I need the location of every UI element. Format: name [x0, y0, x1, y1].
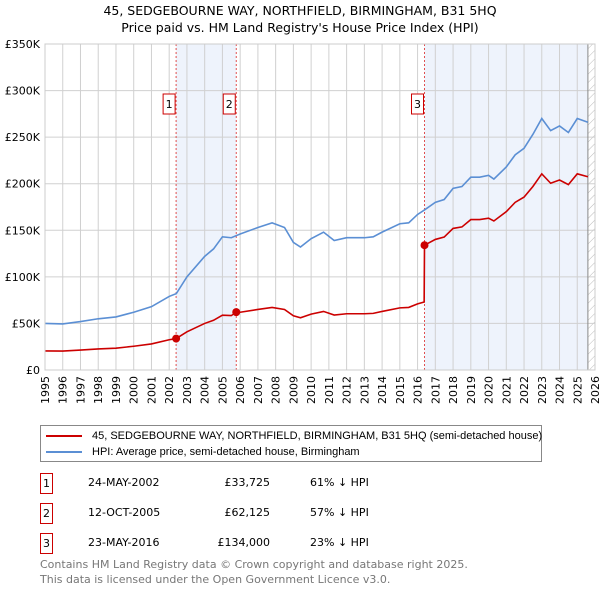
x-tick-label: 2012 [341, 376, 354, 404]
y-tick-label: £200K [5, 178, 41, 191]
y-tick-label: £150K [5, 224, 41, 237]
y-tick-label: £300K [5, 85, 41, 98]
x-tick-label: 2004 [199, 376, 212, 404]
sale-date: 12-OCT-2005 [88, 506, 161, 519]
footer-copyright: Contains HM Land Registry data © Crown c… [40, 558, 468, 571]
sale-label: 1 [166, 98, 173, 111]
forecast-hatch [587, 44, 595, 370]
x-tick-label: 2006 [234, 376, 247, 404]
plot-frame [44, 43, 596, 371]
sale-point [172, 334, 181, 343]
x-tick-label: 2011 [323, 376, 336, 404]
sale-hpi-diff: 61% ↓ HPI [310, 476, 369, 489]
hpi-line-swatch [46, 451, 82, 453]
sale-price: £62,125 [224, 506, 271, 519]
price-chart: 1995 1996 1997 1998 1999 2000 2001 2002 2003 2004… [5, 38, 600, 404]
hpi-line [44, 117, 589, 325]
x-tick-label: 2026 [589, 376, 600, 404]
x-tick-label: 2001 [145, 376, 158, 404]
sale-date: 23-MAY-2016 [88, 536, 160, 549]
x-tick-label: 2010 [305, 376, 318, 404]
x-tick-label: 2008 [270, 376, 283, 404]
sale-number: 3 [40, 533, 53, 554]
x-tick-label: 2005 [216, 376, 229, 404]
x-tick-label: 2025 [571, 376, 584, 404]
sale-label-box [222, 93, 236, 115]
x-tick-label: 2014 [376, 376, 389, 404]
sale-hpi-diff: 57% ↓ HPI [310, 506, 369, 519]
y-tick-label: £350K [5, 38, 41, 51]
sale-number: 1 [40, 473, 53, 494]
x-tick-label: 2024 [554, 376, 567, 404]
y-tick-label: £0 [26, 364, 40, 377]
sale-label-box [162, 93, 176, 115]
sale-label: 3 [414, 98, 421, 111]
y-tick-label: £100K [5, 271, 41, 284]
sale-point [420, 241, 429, 250]
x-tick-label: 2016 [412, 376, 425, 404]
x-tick-label: 1999 [110, 376, 123, 404]
x-tick-label: 2022 [518, 376, 531, 404]
x-tick-label: 2021 [500, 376, 513, 404]
sale-price: £134,000 [217, 536, 271, 549]
x-tick-label: 1995 [39, 376, 52, 404]
property-line-swatch [46, 435, 82, 437]
property-price-line [44, 172, 589, 352]
sale-hpi-diff: 23% ↓ HPI [310, 536, 369, 549]
x-tick-label: 2019 [465, 376, 478, 404]
x-tick-label: 2017 [429, 376, 442, 404]
shaded-period [176, 44, 237, 370]
x-tick-label: 2018 [447, 376, 460, 404]
legend-hpi: HPI: Average price, semi-detached house,… [92, 446, 360, 458]
x-tick-label: 2007 [252, 376, 265, 404]
sale-price: £33,725 [224, 476, 271, 489]
legend: 45, SEDGEBOURNE WAY, NORTHFIELD, BIRMING… [40, 425, 542, 462]
x-tick-label: 2002 [163, 376, 176, 404]
chart-subtitle: Price paid vs. HM Land Registry's House … [121, 20, 479, 35]
sale-date: 24-MAY-2002 [88, 476, 160, 489]
y-tick-label: £250K [5, 131, 41, 144]
x-tick-label: 2003 [181, 376, 194, 404]
y-tick-label: £50K [12, 317, 41, 330]
x-tick-label: 2013 [358, 376, 371, 404]
chart-title: 45, SEDGEBOURNE WAY, NORTHFIELD, BIRMING… [103, 3, 497, 18]
sale-number: 2 [40, 503, 53, 524]
x-tick-label: 2023 [536, 376, 549, 404]
sale-label: 2 [226, 98, 233, 111]
x-tick-label: 2015 [394, 376, 407, 404]
x-tick-label: 2020 [483, 376, 496, 404]
sale-label-box [411, 93, 424, 115]
legend-property: 45, SEDGEBOURNE WAY, NORTHFIELD, BIRMING… [92, 430, 543, 442]
x-tick-label: 1996 [57, 376, 70, 404]
sale-point [232, 308, 241, 317]
footer-licence: This data is licensed under the Open Gov… [40, 573, 391, 586]
x-tick-label: 2009 [287, 376, 300, 404]
x-tick-label: 1998 [92, 376, 105, 404]
x-tick-label: 2000 [128, 376, 141, 404]
x-tick-label: 1997 [74, 376, 87, 404]
